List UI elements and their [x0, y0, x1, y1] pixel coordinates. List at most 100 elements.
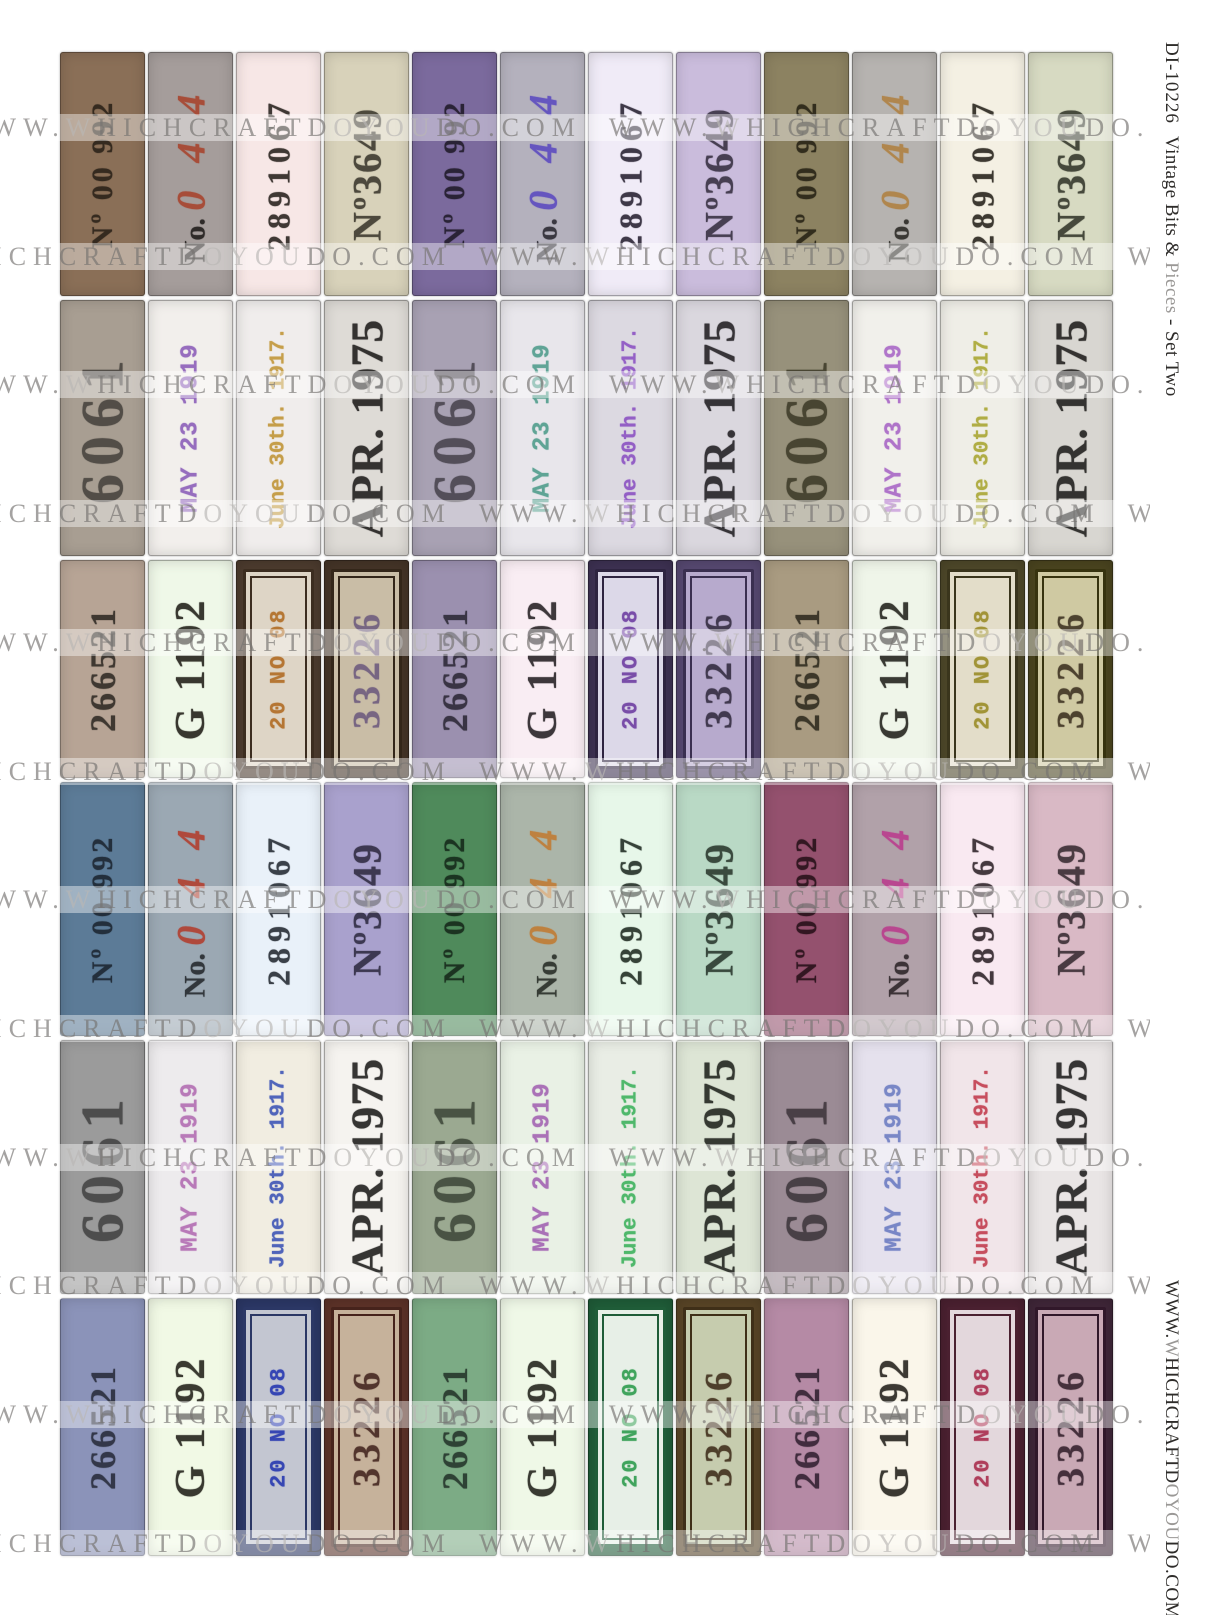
ticket-frame-field — [331, 569, 402, 769]
ticket-stamp-text: MAY 23 1919 — [529, 343, 556, 513]
ticket-6-9-n266521: 266521 — [764, 1298, 849, 1556]
ticket-3-11-dateframe: 20 NO 08 — [940, 560, 1025, 778]
ticket-5-11-june: June 30th. 1917. — [940, 1040, 1025, 1294]
ticket-1-6-no044: No. 0 4 4 — [500, 52, 585, 296]
watermark-band: WWW.WHICHCRAFTDOYOUDO.COM WWW.WHICHCRAFT… — [0, 629, 1150, 656]
ticket-stamp-text: 33226 — [345, 609, 388, 729]
ticket-3-7-dateframe: 20 NO 08 — [588, 560, 673, 778]
watermark-band: WWW.WHICHCRAFTDOYOUDO.COM WWW.WHICHCRAFT… — [0, 1530, 1150, 1557]
ticket-3-10-g1192: G 1192 — [852, 560, 937, 778]
ticket-6-1-n266521: 266521 — [60, 1298, 145, 1556]
ticket-1-4-n3649: Nº3649 — [324, 52, 409, 296]
ticket-frame-field — [683, 569, 754, 769]
ticket-2-6-may: MAY 23 1919 — [500, 300, 585, 556]
ticket-stamp-text: 33226 — [697, 609, 740, 729]
ticket-2-10-may: MAY 23 1919 — [852, 300, 937, 556]
ticket-4-3-digits: 2891067 — [236, 782, 321, 1036]
ticket-2-9-n6061: 6061 — [764, 300, 849, 556]
ticket-4-8-n3649: Nº3649 — [676, 782, 761, 1036]
ticket-stamp-text: MAY 23 1919 — [177, 343, 204, 513]
ticket-4-10-no044: No. 0 4 4 — [852, 782, 937, 1036]
ticket-2-4-apr: APR. 1975 — [324, 300, 409, 556]
ticket-stamp-text: G 1192 — [871, 597, 918, 741]
ticket-3-12-numframe: 33226 — [1028, 560, 1113, 778]
ticket-5-3-june: June 30th. 1917. — [236, 1040, 321, 1294]
ticket-1-7-digits: 2891067 — [588, 52, 673, 296]
ticket-2-7-june: June 30th. 1917. — [588, 300, 673, 556]
ticket-stamp-text: 266521 — [786, 606, 827, 732]
ticket-sheet: Nº 00 992 No. 0 4 4 2891067 Nº3649 Nº 00 992… — [60, 52, 1113, 1560]
ticket-stamp-text: No. 0 4 4 — [520, 85, 565, 263]
ticket-6-7-dateframe: 20 NO 08 — [588, 1298, 673, 1556]
watermark-band: WWW.WHICHCRAFTDOYOUDO.COM WWW.WHICHCRAFT… — [0, 1015, 1150, 1042]
ticket-stamp-text: G 1192 — [167, 597, 214, 741]
ticket-5-8-apr: APR. 1975 — [676, 1040, 761, 1294]
ticket-frame-field — [947, 569, 1018, 769]
ticket-frame-field — [595, 569, 666, 769]
ticket-frame-field — [947, 1307, 1018, 1547]
ticket-4-12-n3649: Nº3649 — [1028, 782, 1113, 1036]
watermark-band: WWW.WHICHCRAFTDOYOUDO.COM WWW.WHICHCRAFT… — [0, 371, 1150, 398]
ticket-row-2: 6061 MAY 23 1919 June 30th. 1917. APR. 1975… — [60, 300, 1113, 556]
ticket-frame-field — [1035, 1307, 1106, 1547]
ticket-stamp-text: 20 NO 08 — [970, 608, 995, 730]
ticket-row-3: 266521 G 1192 20 NO 08 33226 266521 G 1192 20 … — [60, 560, 1113, 778]
ticket-2-2-may: MAY 23 1919 — [148, 300, 233, 556]
ticket-3-4-numframe: 33226 — [324, 560, 409, 778]
ticket-stamp-text: 266521 — [434, 606, 475, 732]
ticket-frame-field — [595, 1307, 666, 1547]
ticket-5-1-n6061: 6061 — [60, 1040, 145, 1294]
sidebar-website-url: WWW.WHICHCRAFTDOYOUDO.COM — [1161, 1280, 1182, 1615]
ticket-stamp-text: June 30th. 1917. — [267, 327, 290, 529]
ticket-6-6-g1192: G 1192 — [500, 1298, 585, 1556]
ticket-6-10-g1192: G 1192 — [852, 1298, 937, 1556]
ticket-5-2-may: MAY 23 1919 — [148, 1040, 233, 1294]
ticket-4-5-serial: Nº 00 992 — [412, 782, 497, 1036]
watermark-band: WWW.WHICHCRAFTDOYOUDO.COM WWW.WHICHCRAFT… — [0, 758, 1150, 785]
ticket-3-1-n266521: 266521 — [60, 560, 145, 778]
ticket-stamp-text: G 1192 — [519, 597, 566, 741]
ticket-2-8-apr: APR. 1975 — [676, 300, 761, 556]
ticket-3-5-n266521: 266521 — [412, 560, 497, 778]
ticket-stamp-text: 266521 — [82, 606, 123, 732]
ticket-5-10-may: MAY 23 1919 — [852, 1040, 937, 1294]
ticket-4-6-no044: No. 0 4 4 — [500, 782, 585, 1036]
ticket-1-8-n3649: Nº3649 — [676, 52, 761, 296]
ticket-stamp-text: 20 NO 08 — [266, 608, 291, 730]
ticket-row-1: Nº 00 992 No. 0 4 4 2891067 Nº3649 Nº 00 992… — [60, 52, 1113, 296]
ticket-stamp-text: 20 NO 08 — [618, 608, 643, 730]
ticket-5-7-june: June 30th. 1917. — [588, 1040, 673, 1294]
ticket-frame-field — [243, 569, 314, 769]
ticket-4-11-digits: 2891067 — [940, 782, 1025, 1036]
ticket-stamp-text: June 30th. 1917. — [971, 327, 994, 529]
ticket-1-2-no044: No. 0 4 4 — [148, 52, 233, 296]
ticket-2-3-june: June 30th. 1917. — [236, 300, 321, 556]
ticket-1-1-serial: Nº 00 992 — [60, 52, 145, 296]
ticket-1-3-digits: 2891067 — [236, 52, 321, 296]
ticket-frame-field — [243, 1307, 314, 1547]
ticket-5-6-may: MAY 23 1919 — [500, 1040, 585, 1294]
ticket-frame-field — [331, 1307, 402, 1547]
ticket-1-5-serial: Nº 00 992 — [412, 52, 497, 296]
ticket-3-8-numframe: 33226 — [676, 560, 761, 778]
ticket-4-4-n3649: Nº3649 — [324, 782, 409, 1036]
watermark-band: WWW.WHICHCRAFTDOYOUDO.COM WWW.WHICHCRAFT… — [0, 886, 1150, 913]
ticket-6-12-numframe: 33226 — [1028, 1298, 1113, 1556]
sidebar-product-code: DI-10226 — [1161, 42, 1182, 124]
ticket-5-4-apr: APR. 1975 — [324, 1040, 409, 1294]
ticket-3-9-n266521: 266521 — [764, 560, 849, 778]
ticket-2-11-june: June 30th. 1917. — [940, 300, 1025, 556]
ticket-3-3-dateframe: 20 NO 08 — [236, 560, 321, 778]
ticket-stamp-text: June 30th. 1917. — [619, 327, 642, 529]
ticket-6-4-numframe: 33226 — [324, 1298, 409, 1556]
ticket-1-11-digits: 2891067 — [940, 52, 1025, 296]
sidebar-set-title: Vintage Bits & Pieces - Set Two — [1161, 136, 1182, 397]
ticket-6-11-dateframe: 20 NO 08 — [940, 1298, 1025, 1556]
watermark-band: WWW.WHICHCRAFTDOYOUDO.COM WWW.WHICHCRAFT… — [0, 1401, 1150, 1428]
ticket-1-9-serial: Nº 00 992 — [764, 52, 849, 296]
ticket-2-5-n6061: 6061 — [412, 300, 497, 556]
